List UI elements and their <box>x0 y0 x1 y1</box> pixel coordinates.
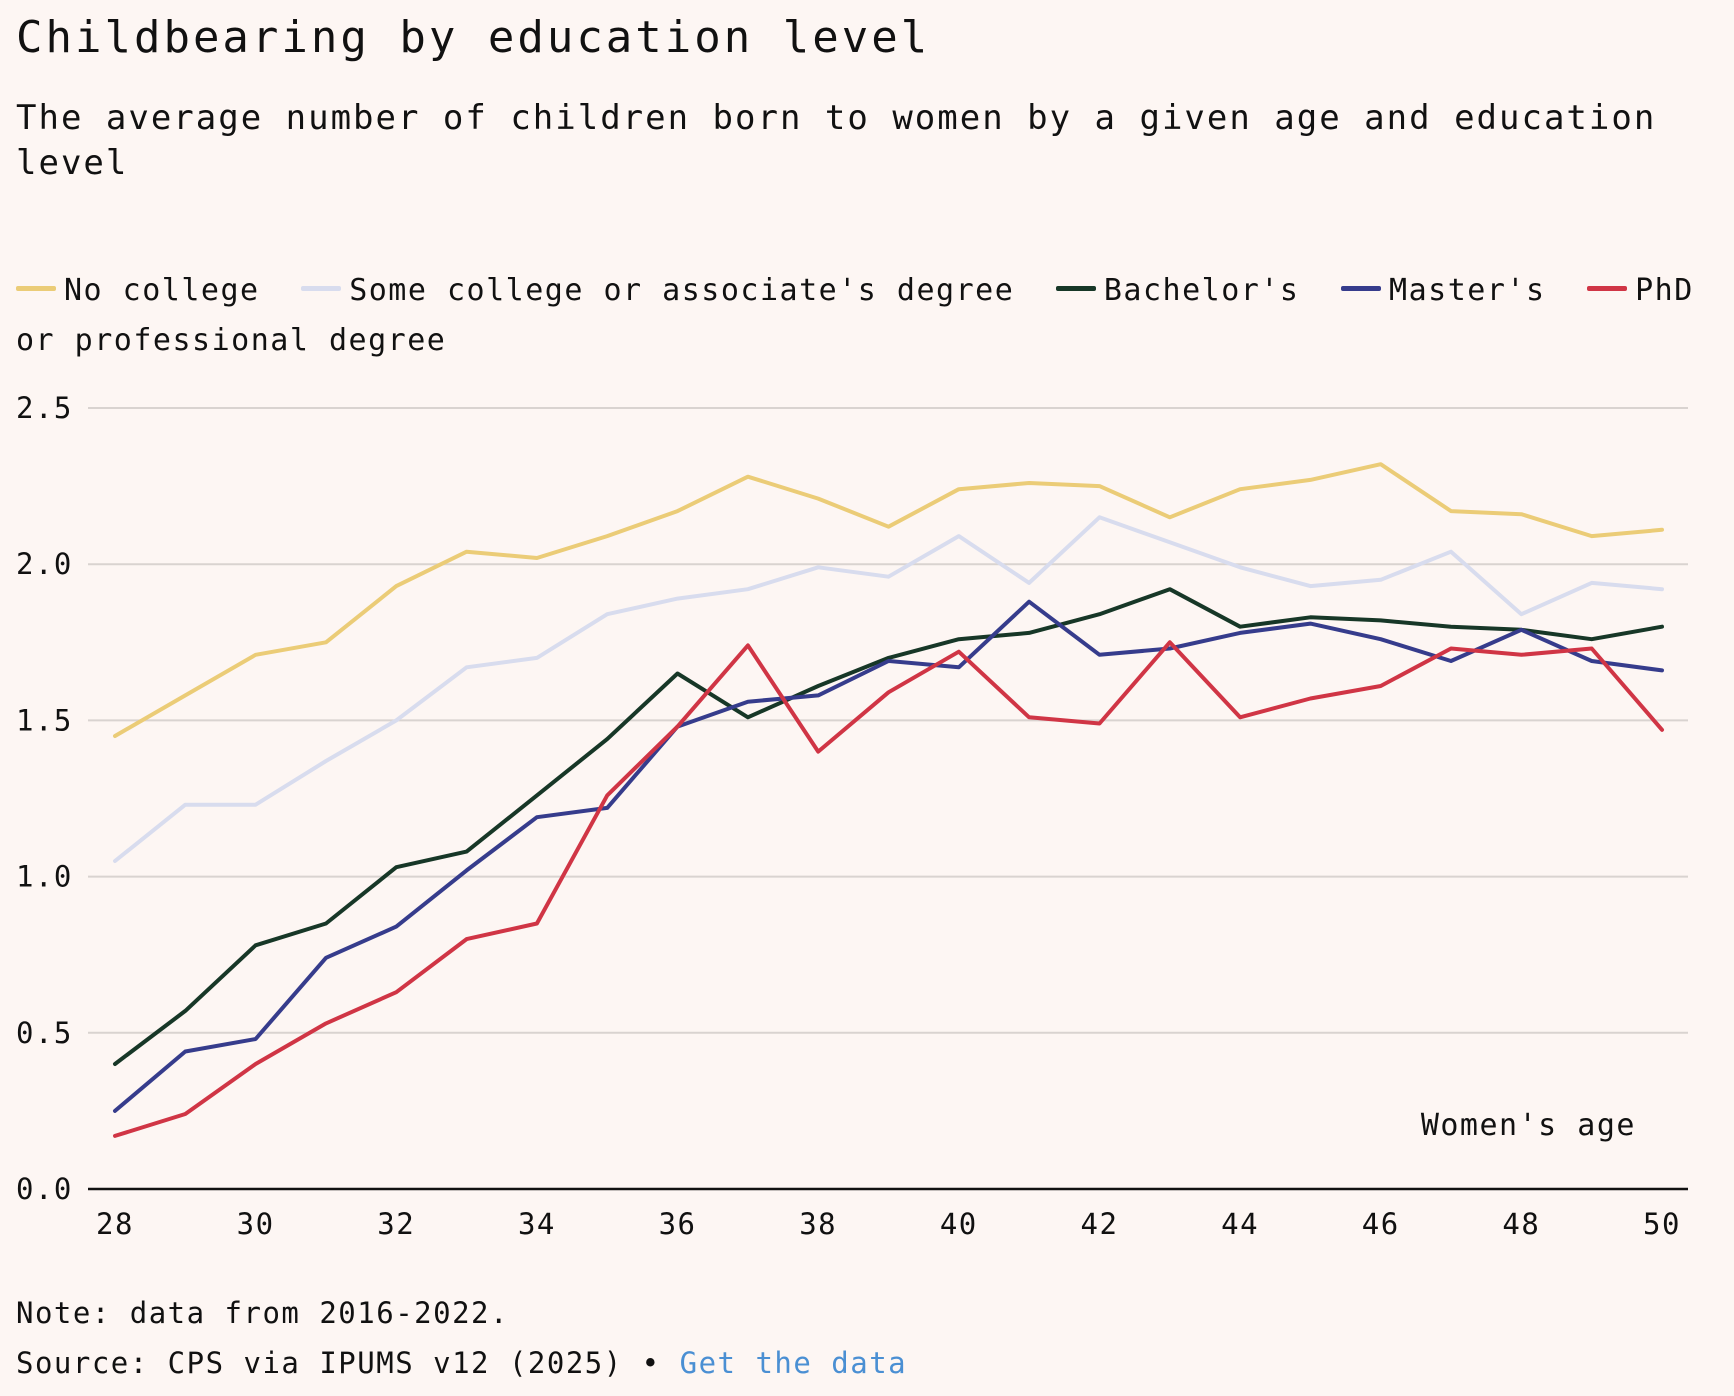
legend-item-some-college: Some college or associate's degree <box>301 273 1014 308</box>
x-tick-label: 46 <box>1362 1207 1400 1241</box>
chart-source: Source: CPS via IPUMS v12 (2025) • Get t… <box>16 1346 907 1380</box>
series-line-phd-or-professional-degree <box>113 640 1664 1138</box>
legend-swatch-phd <box>1587 286 1628 291</box>
source-text: Source: CPS via IPUMS v12 (2025) <box>16 1346 623 1380</box>
chart-title: Childbearing by education level <box>16 12 931 63</box>
legend-item-phd: PhD or professional degree <box>16 273 1694 358</box>
legend-swatch-masters <box>1341 286 1382 291</box>
legend-label-phd: PhD or professional degree <box>16 273 1694 358</box>
chart-subtitle: The average number of children born to w… <box>16 98 1657 183</box>
legend-swatch-some-college <box>301 286 342 291</box>
legend-swatch-no-college <box>16 286 56 291</box>
series-line-some-college-or-associate-s-degree <box>113 515 1664 863</box>
y-tick-label: 1.0 <box>16 860 73 894</box>
legend-item-bachelors: Bachelor's <box>1055 273 1300 308</box>
get-the-data-link[interactable]: Get the data <box>679 1346 908 1380</box>
x-tick-label: 28 <box>96 1207 134 1241</box>
line-chart: 0.0 0.5 1.0 1.5 2.0 2.5 28 30 32 34 36 38 40 42 44 46 48… <box>16 391 1688 1241</box>
legend: No college Some college or associate's d… <box>16 266 1716 366</box>
x-tick-label: 50 <box>1643 1207 1681 1241</box>
chart-note: Note: data from 2016-2022. <box>16 1296 509 1330</box>
source-separator: • <box>641 1346 661 1380</box>
legend-item-no-college: No college <box>16 273 260 308</box>
y-tick-label: 2.0 <box>16 547 73 581</box>
x-tick-label: 30 <box>237 1207 275 1241</box>
legend-label-masters: Master's <box>1389 273 1546 308</box>
y-tick-label: 0.5 <box>16 1016 73 1050</box>
x-tick-label: 48 <box>1502 1207 1540 1241</box>
x-tick-label: 42 <box>1080 1207 1118 1241</box>
legend-label-some-college: Some college or associate's degree <box>349 273 1015 308</box>
x-tick-label: 44 <box>1221 1207 1259 1241</box>
y-tick-label: 0.0 <box>16 1172 73 1206</box>
y-tick-label: 1.5 <box>16 703 73 737</box>
legend-label-no-college: No college <box>64 273 260 308</box>
x-tick-label: 32 <box>377 1207 415 1241</box>
series-line-no-college <box>113 462 1664 738</box>
y-tick-label: 2.5 <box>16 391 73 425</box>
x-tick-label: 40 <box>940 1207 978 1241</box>
x-tick-label: 38 <box>799 1207 837 1241</box>
legend-label-bachelors: Bachelor's <box>1103 273 1300 308</box>
series-line-master-s <box>113 599 1664 1113</box>
x-tick-label: 36 <box>659 1207 697 1241</box>
x-tick-label: 34 <box>518 1207 556 1241</box>
legend-swatch-bachelors <box>1055 286 1096 291</box>
legend-item-masters: Master's <box>1341 273 1546 308</box>
series-line-bachelor-s <box>113 587 1664 1066</box>
x-axis-label: Women's age <box>1421 1108 1636 1143</box>
